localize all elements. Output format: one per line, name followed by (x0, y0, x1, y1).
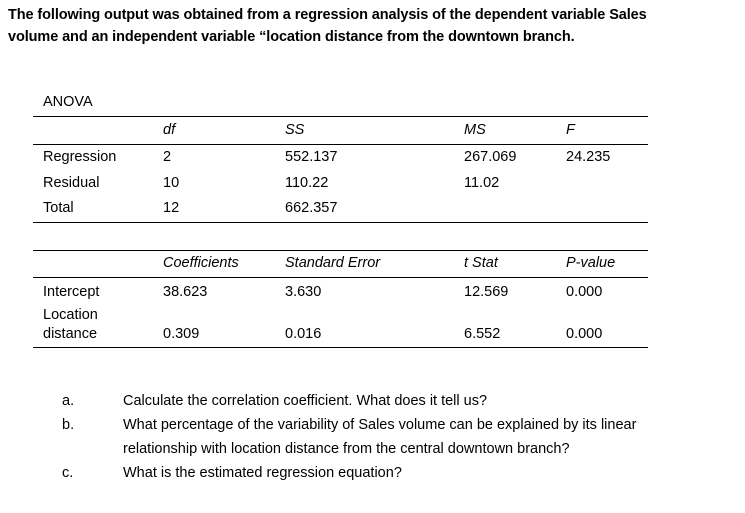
anova-header-df: df (153, 116, 275, 145)
cell-df: 2 (163, 148, 172, 165)
problem-statement-line-2: volume and an independent variable “loca… (8, 29, 575, 45)
cell-t-stat: 6.552 (454, 305, 556, 348)
cell-ms: 11.02 (464, 174, 500, 191)
cell-p-value: 0.000 (556, 305, 648, 348)
cell-f (556, 196, 649, 223)
anova-header-ss: SS (275, 116, 454, 145)
question-b-text: What percentage of the variability of Sa… (123, 417, 637, 457)
question-list: a. Calculate the correlation coefficient… (62, 389, 712, 485)
cell-df: 12 (153, 196, 275, 223)
anova-row-total: Total 12 662.357 (33, 196, 649, 223)
cell-f: 24.235 (566, 148, 611, 165)
question-b-label: b. (62, 417, 75, 433)
coefficients-header-row: Coefficients Standard Error t Stat P-val… (33, 250, 648, 278)
cell-ss: 110.22 (285, 174, 329, 191)
anova-header-ms: MS (454, 116, 556, 145)
anova-row-regression: Regression 2 552.137 267.069 24.235 (33, 145, 648, 171)
coeff-header-coefficients: Coefficients (153, 250, 275, 278)
question-a: a. Calculate the correlation coefficient… (62, 389, 712, 413)
anova-label: ANOVA (33, 93, 649, 117)
cell-p-value: 0.000 (566, 283, 603, 300)
problem-statement: The following output was obtained from a… (8, 4, 738, 48)
anova-header-empty (33, 116, 153, 145)
question-a-label: a. (62, 393, 75, 409)
cell-ss: 552.137 (285, 148, 338, 165)
cell-std-error: 3.630 (285, 283, 322, 300)
row-label: Total (33, 196, 153, 223)
coeff-header-t-stat: t Stat (454, 250, 556, 278)
cell-ms (454, 196, 556, 223)
coeff-header-standard-error: Standard Error (275, 250, 454, 278)
question-a-text: Calculate the correlation coefficient. W… (123, 393, 488, 409)
cell-df: 10 (163, 174, 180, 191)
coeff-header-p-value: P-value (556, 250, 648, 278)
cell-ms: 267.069 (464, 148, 517, 165)
question-c-label: c. (62, 465, 74, 481)
anova-row-residual: Residual 10 110.22 11.02 (33, 171, 648, 197)
coefficients-table: Coefficients Standard Error t Stat P-val… (33, 250, 648, 348)
anova-header-row: df SS MS F (33, 116, 649, 145)
coeff-row-intercept: Intercept 38.623 3.630 12.569 0.000 (33, 278, 648, 306)
anova-header-f: F (556, 116, 649, 145)
cell-f (556, 171, 648, 197)
cell-coefficient: 0.309 (153, 305, 275, 348)
row-label: Regression (43, 148, 117, 165)
anova-table: ANOVA df SS MS F Regression 2 552.137 26… (33, 93, 649, 223)
anova-table-caption-row: ANOVA (33, 93, 649, 117)
row-label: Location distance (33, 305, 153, 348)
question-b: b. What percentage of the variability of… (62, 413, 712, 461)
problem-statement-line-1: The following output was obtained from a… (8, 7, 647, 23)
question-c: c. What is the estimated regression equa… (62, 461, 712, 485)
row-label: Intercept (43, 283, 100, 300)
cell-std-error: 0.016 (275, 305, 454, 348)
cell-coefficient: 38.623 (163, 283, 208, 300)
question-c-text: What is the estimated regression equatio… (123, 465, 402, 481)
row-label: Residual (43, 174, 100, 191)
coeff-header-empty (33, 250, 153, 278)
cell-ss: 662.357 (275, 196, 454, 223)
cell-t-stat: 12.569 (464, 283, 509, 300)
coeff-row-location-distance: Location distance 0.309 0.016 6.552 0.00… (33, 305, 648, 348)
